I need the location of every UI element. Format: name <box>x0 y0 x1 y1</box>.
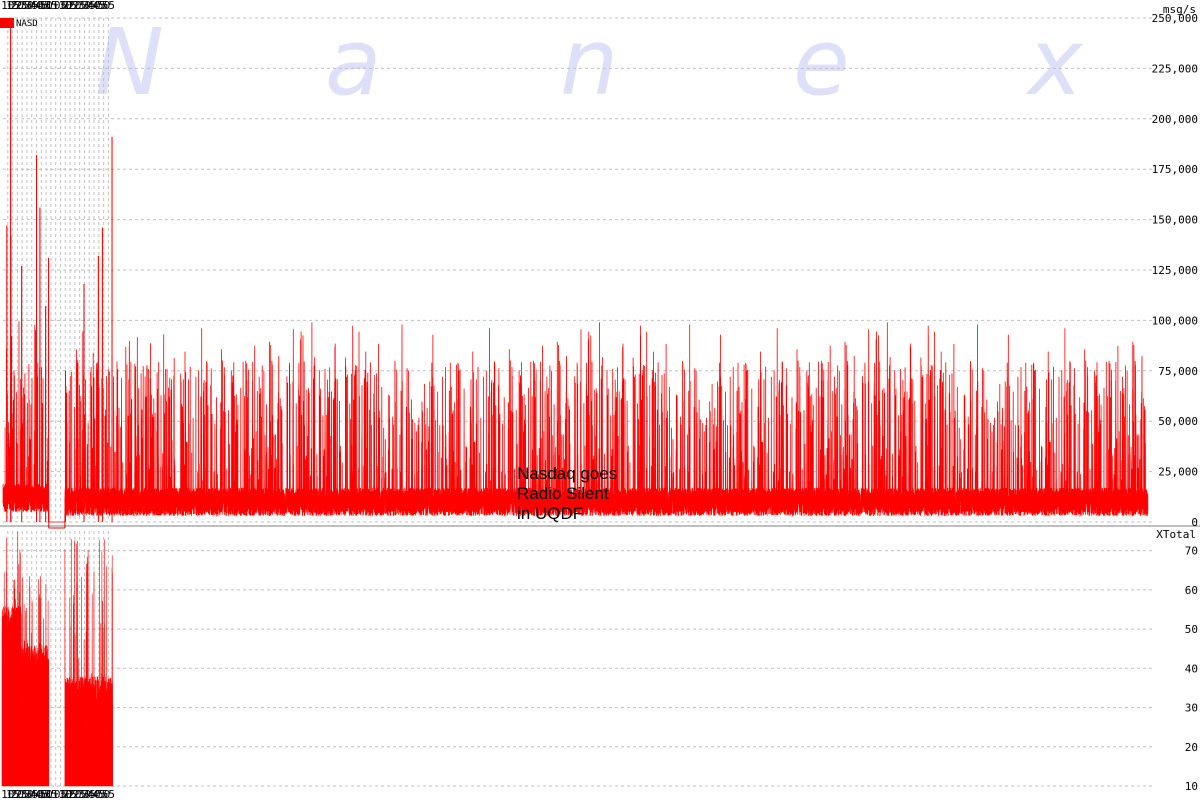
x-tick-label-bottom: 55 <box>44 788 57 800</box>
x-tick-label-bottom: 11:30 <box>39 788 72 800</box>
x-tick-label-top: 15 <box>6 0 19 12</box>
x-tick-label-top: 35 <box>83 0 96 12</box>
x-tick-label-bottom: 25 <box>16 788 29 800</box>
watermark-letter: a <box>325 9 381 116</box>
x-tick-label-bottom: 20 <box>68 788 81 800</box>
xtotal-bar-segment <box>1 531 22 787</box>
y-tick-label-top: 200,000 <box>1152 113 1198 126</box>
x-tick-label-bottom: 30 <box>20 788 33 800</box>
x-tick-label-top: 25 <box>73 0 86 12</box>
y-tick-label-top: 225,000 <box>1152 62 1198 75</box>
x-tick-label-bottom: 20 <box>11 788 24 800</box>
msg-rate-series <box>2 28 1149 529</box>
x-tick-label-top: 10 <box>59 0 72 12</box>
x-tick-label-top: 55 <box>44 0 57 12</box>
watermark-letter: e <box>793 9 850 116</box>
x-tick-label-top: 25 <box>16 0 29 12</box>
legend-swatch-nasd <box>0 18 14 28</box>
x-tick-label-top: 45 <box>35 0 48 12</box>
y-tick-label-bottom: 10 <box>1185 780 1198 793</box>
x-tick-label-top: 40 <box>30 0 43 12</box>
annotation-line-1: Nasdaq goes <box>517 464 617 483</box>
x-tick-label-top: 30 <box>20 0 33 12</box>
x-tick-label-bottom: 45 <box>92 788 105 800</box>
x-tick-label-top: 50 <box>40 0 53 12</box>
x-tick-label-bottom: 15 <box>63 788 76 800</box>
watermark-letter: x <box>1025 9 1084 116</box>
y-tick-label-top: 150,000 <box>1152 214 1198 227</box>
watermark-letter: N <box>95 9 164 116</box>
x-tick-label-top: 20 <box>68 0 81 12</box>
y-tick-label-bottom: 40 <box>1185 662 1198 675</box>
watermark-letter: n <box>560 9 618 116</box>
y-tick-label-top: 25,000 <box>1158 466 1198 479</box>
x-tick-label-bottom: 35 <box>83 788 96 800</box>
x-tick-label-bottom: 25 <box>73 788 86 800</box>
x-tick-label-top: 50 <box>97 0 110 12</box>
series-line-nasd <box>2 28 1149 523</box>
x-tick-label-top: 11:30 <box>39 0 72 12</box>
y-tick-label-top: 175,000 <box>1152 163 1198 176</box>
y-tick-label-top: 100,000 <box>1152 314 1198 327</box>
top-y-axis-title: msg/s <box>1163 3 1196 16</box>
bottom-y-axis-title: XTotal <box>1156 528 1196 541</box>
x-tick-label-top: 45 <box>92 0 105 12</box>
y-tick-label-bottom: 70 <box>1185 545 1198 558</box>
y-tick-label-bottom: 30 <box>1185 702 1198 715</box>
annotation-line-2: Radio Silent <box>517 484 609 503</box>
y-tick-label-top: 250,000 <box>1152 12 1198 25</box>
x-tick-label-top: 10 <box>1 0 14 12</box>
annotation-line-3: in UQDF <box>517 504 583 523</box>
x-tick-label-bottom: 30 <box>78 788 91 800</box>
x-tick-label-top: 35 <box>25 0 38 12</box>
xtotal-series <box>1 531 113 787</box>
x-tick-label-bottom: 40 <box>87 788 100 800</box>
xtotal-bar-segment <box>21 576 50 787</box>
x-tick-label-bottom: 40 <box>30 788 43 800</box>
y-tick-label-top: 0 <box>1191 516 1198 529</box>
y-tick-label-top: 75,000 <box>1158 365 1198 378</box>
x-tick-label-bottom: 35 <box>25 788 38 800</box>
x-tick-label-top: 40 <box>87 0 100 12</box>
x-tick-label-top: 05 <box>54 0 67 12</box>
x-tick-label-bottom: 15 <box>6 788 19 800</box>
y-tick-label-bottom: 50 <box>1185 623 1198 636</box>
x-tick-label-bottom: 10 <box>1 788 14 800</box>
x-tick-label-bottom: 50 <box>40 788 53 800</box>
y-tick-label-top: 125,000 <box>1152 264 1198 277</box>
x-tick-label-bottom: 50 <box>97 788 110 800</box>
x-tick-label-top: 30 <box>78 0 91 12</box>
x-tick-label-bottom: 05 <box>54 788 67 800</box>
legend-label-nasd: NASD <box>16 19 38 29</box>
xtotal-bar-segment <box>64 539 113 787</box>
x-tick-label-bottom: 10 <box>59 788 72 800</box>
x-tick-label-top: 55 <box>102 0 115 12</box>
y-tick-label-bottom: 20 <box>1185 741 1198 754</box>
x-tick-label-top: 20 <box>11 0 24 12</box>
y-tick-label-bottom: 60 <box>1185 584 1198 597</box>
x-tick-label-bottom: 45 <box>35 788 48 800</box>
x-tick-label-bottom: 55 <box>102 788 115 800</box>
x-tick-label-top: 15 <box>63 0 76 12</box>
y-tick-label-top: 50,000 <box>1158 415 1198 428</box>
